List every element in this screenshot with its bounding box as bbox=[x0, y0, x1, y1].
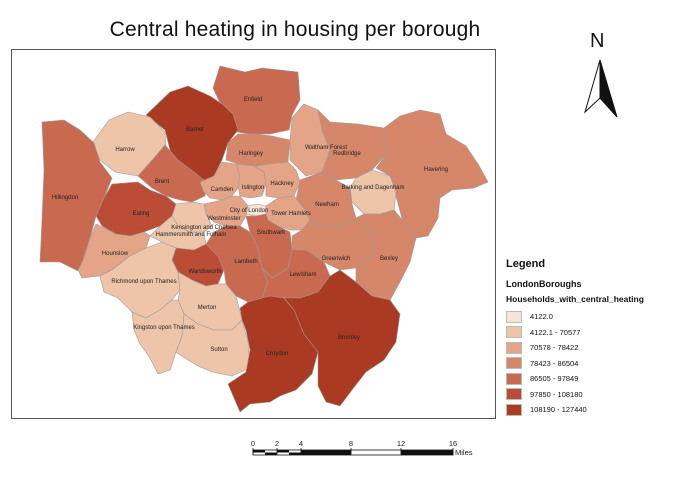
legend-swatch bbox=[506, 357, 522, 370]
label-cityoflondon: City of London bbox=[230, 208, 269, 214]
label-lewisham: Lewisham bbox=[289, 272, 316, 278]
label-hammersmithfulham: Hammersmith and Fulham bbox=[156, 232, 227, 238]
legend-label: 108190 - 127440 bbox=[530, 405, 587, 415]
legend-title: Legend bbox=[506, 258, 546, 270]
scale-tick-16: 16 bbox=[449, 439, 457, 448]
legend-label: 86505 - 97849 bbox=[530, 374, 579, 384]
label-greenwich: Greenwich bbox=[322, 256, 351, 262]
legend-swatch bbox=[506, 326, 522, 339]
label-bromley: Bromley bbox=[338, 335, 360, 341]
label-havering: Havering bbox=[424, 167, 448, 173]
legend-label: 4122.1 - 70577 bbox=[530, 327, 581, 337]
legend: Legend LondonBoroughs Households_with_ce… bbox=[506, 258, 676, 418]
legend-swatch bbox=[506, 372, 522, 385]
scale-tick-0: 0 bbox=[251, 439, 255, 448]
label-ealing: Ealing bbox=[133, 211, 150, 217]
label-barnet: Barnet bbox=[186, 127, 204, 133]
boroughs-layer bbox=[39, 65, 489, 413]
map-title: Central heating in housing per borough bbox=[109, 18, 481, 41]
label-southwark: Southwark bbox=[257, 230, 286, 236]
legend-row: 4122.1 - 70577 bbox=[506, 325, 676, 341]
borough-labels-layer: Enfield Barnet Harrow Hillingdon Brent H… bbox=[52, 97, 448, 357]
scale-tick-2: 2 bbox=[275, 439, 279, 448]
legend-label: 70578 - 78422 bbox=[530, 343, 579, 353]
legend-swatch bbox=[506, 388, 522, 401]
borough-walthamforest bbox=[289, 103, 331, 177]
label-walthamforest: Waltham Forest bbox=[305, 145, 347, 151]
label-kensingtonchelsea: Kensington and Chelsea bbox=[171, 225, 237, 231]
borough-bromley bbox=[283, 269, 401, 407]
legend-row: 4122.0 bbox=[506, 309, 676, 325]
borough-sutton bbox=[175, 313, 251, 377]
legend-row: 97850 - 108180 bbox=[506, 387, 676, 403]
label-islington: Islington bbox=[242, 185, 264, 191]
label-hackney: Hackney bbox=[270, 181, 293, 187]
label-brent: Brent bbox=[155, 179, 170, 185]
legend-label: 4122.0 bbox=[530, 312, 553, 322]
north-arrow-icon bbox=[584, 59, 618, 118]
legend-row: 86505 - 97849 bbox=[506, 371, 676, 387]
legend-swatch bbox=[506, 310, 522, 323]
borough-camden bbox=[199, 161, 241, 201]
legend-row: 78423 - 86504 bbox=[506, 356, 676, 372]
scale-unit: Miles bbox=[455, 448, 473, 457]
label-kingston: Kingston upon Thames bbox=[133, 325, 195, 331]
label-newham: Newham bbox=[315, 202, 339, 208]
borough-hillingdon bbox=[39, 119, 113, 273]
scale-tick-8: 8 bbox=[349, 439, 353, 448]
scale-tick-12: 12 bbox=[397, 439, 405, 448]
legend-row: 70578 - 78422 bbox=[506, 340, 676, 356]
label-redbridge: Redbridge bbox=[333, 151, 361, 157]
label-westminster: Westminster bbox=[207, 216, 240, 222]
borough-haringey bbox=[225, 133, 291, 167]
legend-row: 108190 - 127440 bbox=[506, 402, 676, 418]
north-label: N bbox=[590, 30, 605, 52]
label-merton: Merton bbox=[198, 305, 217, 311]
scale-bar: 0 2 4 8 12 16 Miles bbox=[251, 439, 473, 457]
borough-hounslow bbox=[77, 223, 151, 279]
label-haringey: Haringey bbox=[239, 151, 263, 157]
label-croydon: Croydon bbox=[266, 351, 289, 357]
label-camden: Camden bbox=[211, 187, 234, 193]
legend-swatch bbox=[506, 403, 522, 416]
label-richmond: Richmond upon Thames bbox=[111, 279, 176, 285]
legend-swatch bbox=[506, 341, 522, 354]
label-harrow: Harrow bbox=[115, 147, 135, 153]
legend-label: 78423 - 86504 bbox=[530, 358, 579, 368]
legend-field-name: Households_with_central_heating bbox=[506, 294, 644, 304]
label-enfield: Enfield bbox=[244, 97, 262, 103]
label-bexley: Bexley bbox=[380, 256, 398, 262]
label-barkingdagenham: Barking and Dagenham bbox=[341, 185, 404, 191]
scale-tick-4: 4 bbox=[299, 439, 303, 448]
legend-label: 97850 - 108180 bbox=[530, 389, 583, 399]
borough-bexley bbox=[355, 209, 417, 301]
label-towerhamlets: Tower Hamlets bbox=[271, 211, 311, 217]
label-lambeth: Lambeth bbox=[234, 259, 257, 265]
label-hounslow: Hounslow bbox=[102, 251, 129, 257]
label-hillingdon: Hillingdon bbox=[52, 195, 78, 201]
legend-layer-name: LondonBoroughs bbox=[506, 279, 582, 289]
label-sutton: Sutton bbox=[210, 347, 227, 353]
label-wandsworth: Wandsworth bbox=[188, 269, 221, 275]
